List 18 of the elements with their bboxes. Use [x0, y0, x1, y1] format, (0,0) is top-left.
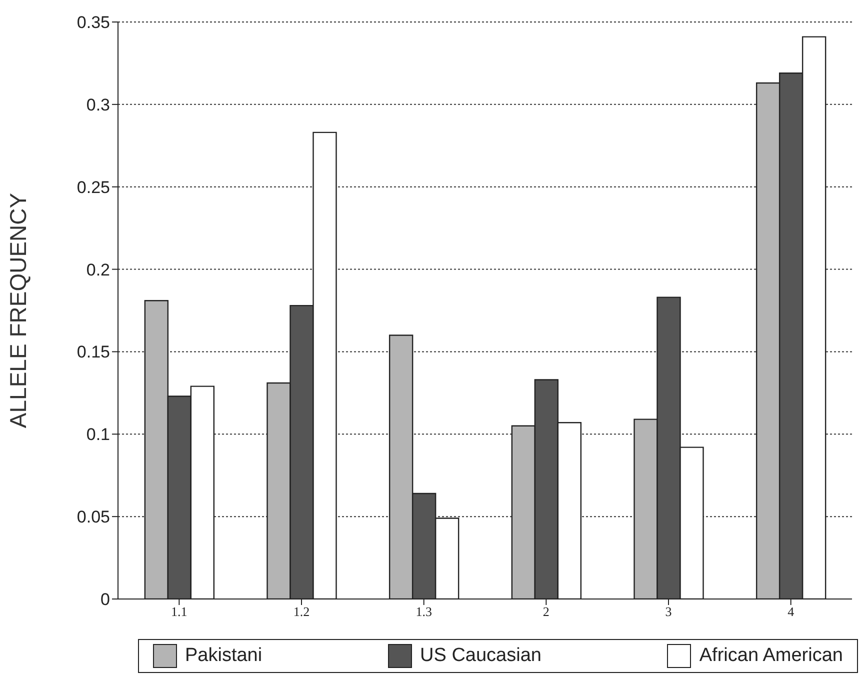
- y-tick-label: 0.05: [76, 508, 110, 527]
- x-tick-label: 1.2: [293, 604, 310, 620]
- x-tick-label: 2: [542, 604, 550, 620]
- x-tick-label: 1.3: [416, 604, 432, 620]
- y-tick-label: 0.1: [86, 425, 110, 444]
- y-tick-label: 0.35: [76, 13, 110, 32]
- x-tick-label: 4: [788, 604, 795, 620]
- y-tick-label: 0: [100, 590, 110, 610]
- legend-label: Pakistani: [184, 644, 262, 668]
- y-tick-label: 0.3: [86, 95, 110, 114]
- x-tick-label: 3: [665, 604, 672, 620]
- legend-label: US Caucasian: [419, 644, 542, 668]
- x-tick-label: 1.1: [171, 604, 188, 620]
- y-tick-label: 0.2: [86, 260, 110, 280]
- y-tick-label: 0.15: [76, 342, 110, 362]
- y-axis-title: ALLELE FREQUENCY: [5, 192, 32, 428]
- legend-label: African American: [698, 644, 843, 668]
- y-tick-label: 0.25: [76, 178, 110, 197]
